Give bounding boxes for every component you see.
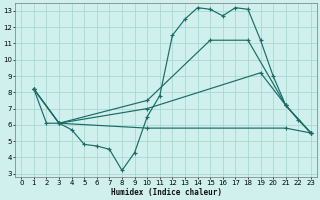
X-axis label: Humidex (Indice chaleur): Humidex (Indice chaleur): [111, 188, 221, 197]
